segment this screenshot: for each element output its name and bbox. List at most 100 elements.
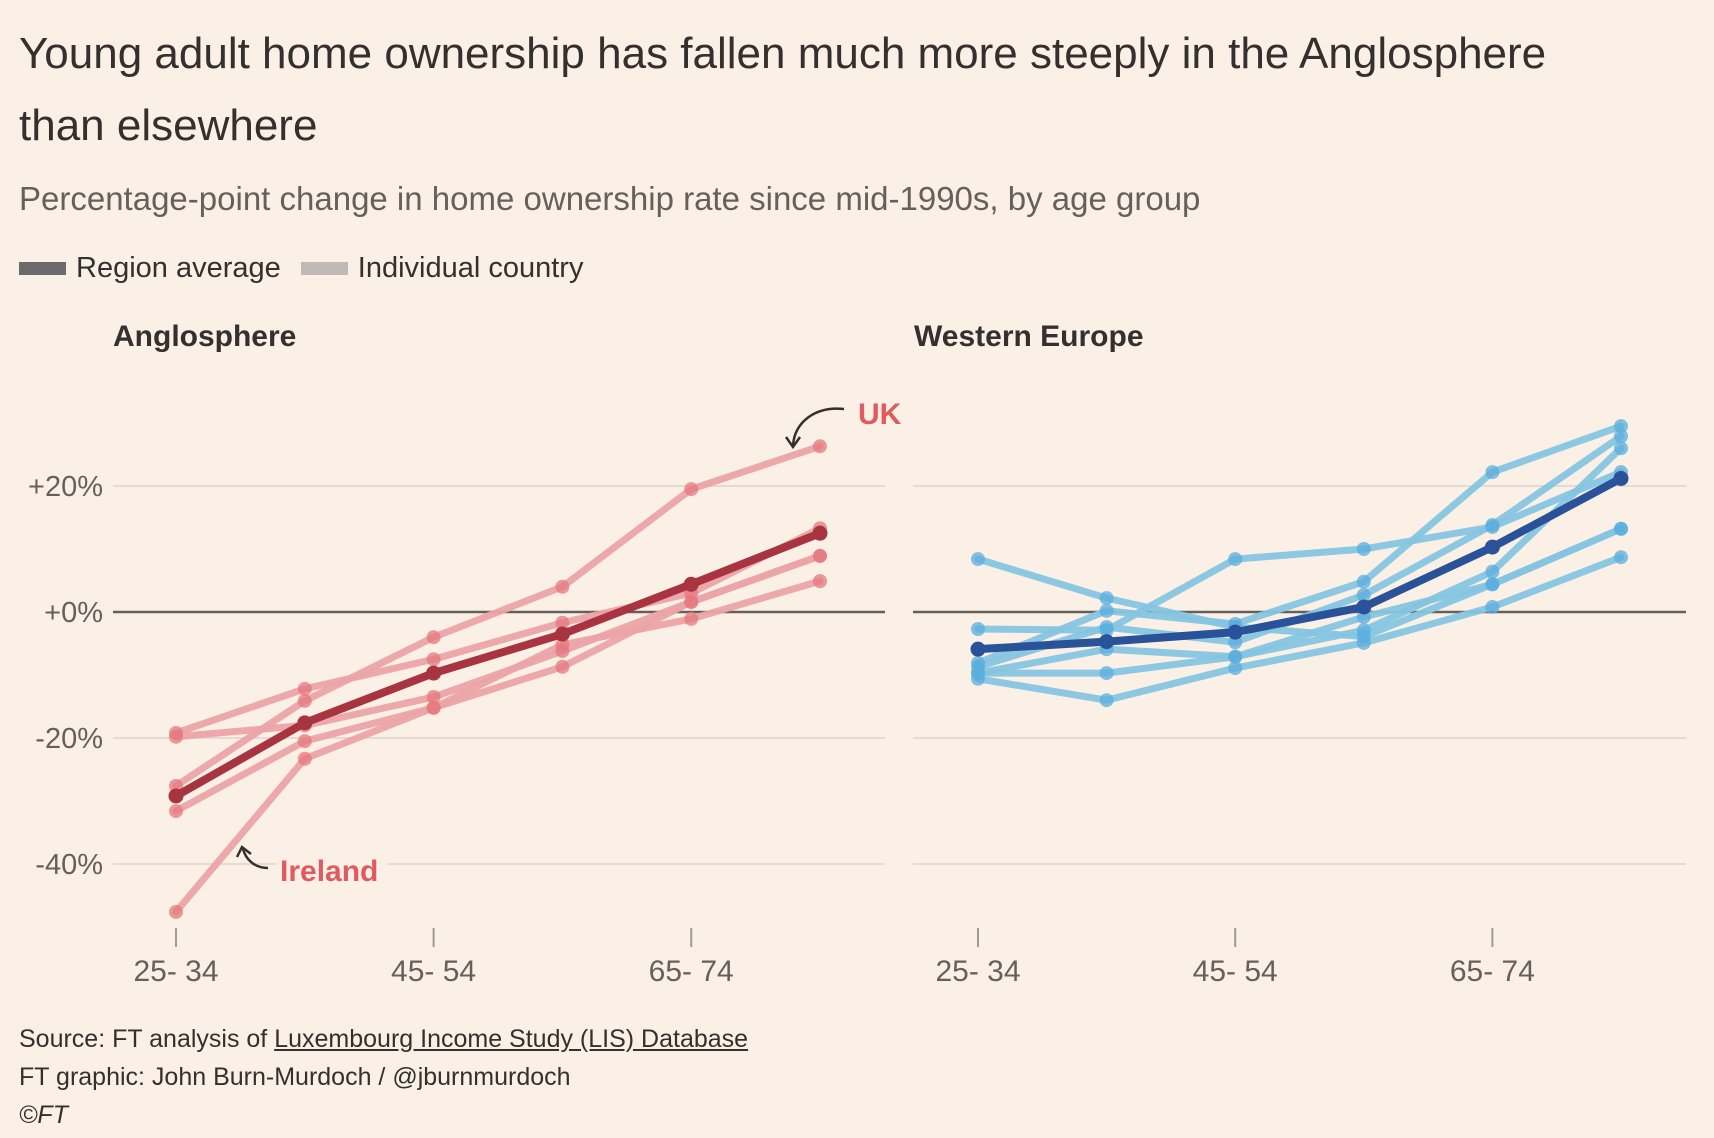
country-line-ireland: [172, 552, 824, 916]
country-line-country-b: [172, 552, 824, 741]
credit-line: FT graphic: John Burn-Murdoch / @jburnmu…: [19, 1063, 571, 1091]
ireland-arrow-icon: [241, 848, 269, 870]
country-point: [169, 904, 183, 919]
y-tick-label: -20%: [35, 723, 103, 755]
source-link[interactable]: Luxembourg Income Study (LIS) Database: [274, 1025, 749, 1053]
country-point: [1099, 693, 1114, 708]
region-average-point: [1227, 624, 1243, 640]
country-line-country-3: [974, 422, 1625, 667]
region-average-point: [1099, 634, 1115, 650]
country-point: [813, 439, 827, 454]
country-point: [426, 700, 441, 715]
chart-area: +20% +0% -20% -40% Anglosphere 25- 34 45- 54 65…: [28, 320, 1686, 988]
country-point: [1485, 564, 1500, 579]
country-point: [1356, 574, 1371, 589]
country-point: [1099, 603, 1114, 618]
country-point: [813, 548, 827, 563]
ireland-label-bg: [277, 852, 387, 888]
country-point: [169, 729, 183, 744]
country-point: [426, 690, 441, 705]
country-line-country-a: [172, 524, 824, 737]
legend-swatch-individual-country: [300, 262, 348, 275]
uk-arrowhead-icon: [784, 436, 802, 450]
region-average-point: [812, 525, 828, 541]
country-point: [1485, 599, 1500, 614]
y-tick-label: +0%: [44, 597, 103, 629]
panel-title: Anglosphere: [113, 320, 296, 353]
y-tick-label: -40%: [35, 849, 103, 881]
country-point: [1485, 518, 1500, 533]
country-point: [971, 622, 985, 637]
country-line-country-2: [974, 468, 1625, 634]
legend: Region average Individual country: [19, 252, 603, 285]
country-point: [971, 666, 985, 681]
region-average-point: [1356, 599, 1372, 615]
panel-title: Western Europe: [914, 320, 1144, 353]
x-tick-label: 25- 34: [935, 955, 1020, 988]
country-point: [297, 693, 312, 708]
country-line-country-c: [172, 577, 824, 815]
country-point: [426, 630, 441, 645]
country-point: [555, 659, 570, 674]
country-point: [1614, 419, 1628, 434]
country-point: [1614, 429, 1628, 444]
country-point: [1356, 623, 1371, 638]
region-average-point: [297, 715, 313, 731]
country-point: [684, 611, 699, 626]
region-average-line: [172, 529, 824, 800]
region-average-point: [554, 626, 570, 642]
country-point: [1485, 577, 1500, 592]
x-tick-label: 65- 74: [1450, 955, 1535, 988]
annotation-ireland: Ireland: [280, 855, 378, 888]
country-point: [169, 804, 183, 819]
country-line-uk: [172, 442, 824, 790]
country-point: [1228, 552, 1243, 567]
country-point: [1099, 591, 1114, 606]
country-point: [1614, 441, 1628, 456]
country-point: [297, 734, 312, 749]
legend-item-individual-country: Individual country: [300, 252, 584, 285]
country-point: [1099, 620, 1114, 635]
country-point: [426, 652, 441, 667]
country-point: [1356, 542, 1371, 556]
x-tick-label: 45- 54: [391, 955, 476, 988]
country-point: [1614, 521, 1628, 536]
region-average-point: [970, 641, 986, 657]
legend-label: Region average: [76, 252, 281, 284]
country-line-country-7: [974, 525, 1625, 677]
country-point: [1228, 661, 1243, 676]
country-point: [555, 615, 570, 630]
country-line-country-6: [974, 553, 1625, 704]
legend-label: Individual country: [357, 252, 584, 284]
country-point: [297, 681, 312, 696]
legend-swatch-region-average: [19, 262, 66, 275]
source-prefix: Source: FT analysis of: [19, 1025, 275, 1053]
x-tick-label: 65- 74: [649, 955, 734, 988]
footer: Source: FT analysis of Luxembourg Income…: [19, 1020, 748, 1134]
country-point: [1228, 649, 1243, 664]
y-tick-label: +20%: [28, 471, 103, 503]
source-line: Source: FT analysis of Luxembourg Income…: [19, 1020, 748, 1058]
region-average-point: [1484, 539, 1500, 555]
country-point: [555, 579, 570, 594]
x-tick-label: 45- 54: [1193, 955, 1278, 988]
ireland-arrowhead-icon: [235, 845, 252, 858]
country-point: [1099, 666, 1114, 681]
annotation-uk: UK: [858, 398, 902, 431]
chart-title: Young adult home ownership has fallen mu…: [19, 29, 1547, 150]
region-average-point: [683, 576, 699, 592]
country-point: [813, 574, 827, 589]
legend-item-region-average: Region average: [19, 252, 281, 285]
chart-subtitle: Percentage-point change in home ownershi…: [19, 180, 1201, 217]
country-point: [1485, 465, 1500, 480]
country-line-country-5: [974, 444, 1625, 677]
country-point: [971, 552, 985, 567]
region-average-point: [1613, 470, 1629, 486]
region-average-point: [426, 665, 442, 681]
country-point: [1356, 587, 1371, 602]
country-point: [1356, 635, 1371, 650]
country-point: [297, 751, 312, 766]
country-point: [555, 637, 570, 652]
region-average-point: [168, 788, 184, 804]
x-tick-label: 25- 34: [133, 955, 218, 988]
